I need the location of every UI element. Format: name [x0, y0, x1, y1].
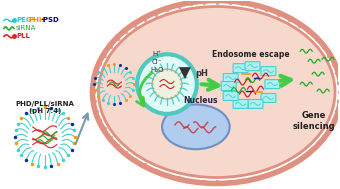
Text: H⁺
Cl⁻
H₂O: H⁺ Cl⁻ H₂O	[150, 51, 164, 73]
FancyBboxPatch shape	[245, 62, 260, 71]
Text: -PSD: -PSD	[41, 17, 60, 23]
Text: PEG-: PEG-	[16, 17, 34, 23]
Polygon shape	[179, 67, 191, 79]
Ellipse shape	[152, 69, 182, 99]
FancyBboxPatch shape	[233, 64, 248, 73]
FancyBboxPatch shape	[248, 99, 263, 108]
FancyBboxPatch shape	[233, 99, 248, 108]
FancyBboxPatch shape	[261, 94, 276, 102]
Ellipse shape	[137, 54, 197, 114]
Text: Gene
silencing: Gene silencing	[293, 111, 336, 131]
Text: siRNA: siRNA	[16, 25, 36, 31]
FancyBboxPatch shape	[221, 82, 236, 91]
Ellipse shape	[98, 6, 335, 177]
FancyBboxPatch shape	[223, 91, 238, 101]
Text: PLL: PLL	[16, 33, 30, 39]
Text: PHD/PLL/siRNA
(pH 7.4): PHD/PLL/siRNA (pH 7.4)	[15, 101, 74, 114]
FancyBboxPatch shape	[261, 67, 276, 76]
Text: pH: pH	[195, 69, 208, 78]
Text: Nucleus: Nucleus	[184, 96, 218, 105]
Text: PHis: PHis	[29, 17, 47, 23]
FancyBboxPatch shape	[223, 74, 238, 83]
Ellipse shape	[162, 105, 230, 149]
Text: Endosome escape: Endosome escape	[212, 50, 289, 59]
FancyBboxPatch shape	[265, 80, 280, 88]
